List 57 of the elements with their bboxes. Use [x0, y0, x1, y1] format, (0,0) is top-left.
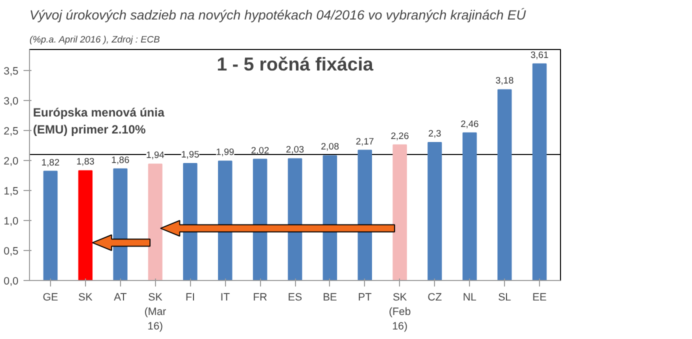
data-label: 1,82 [41, 157, 60, 168]
bar [288, 158, 302, 280]
chart-subtitle: (%p.a. April 2016 ), Zdroj : ECB [30, 34, 160, 44]
x-tick-label: FI [185, 292, 195, 304]
x-tick-label: CZ [428, 292, 442, 304]
bar [358, 150, 372, 280]
data-label: 1,94 [146, 150, 164, 160]
data-label: 1,99 [216, 147, 234, 158]
y-tick-label: 0,0 [4, 276, 19, 288]
x-tick-label: BE [322, 292, 338, 304]
x-tick-label: AT [114, 292, 128, 304]
data-label: 2,26 [390, 130, 409, 141]
bar [218, 160, 232, 280]
bar [322, 155, 338, 280]
x-tick-label: SK [78, 292, 93, 304]
x-tick-label: IT [220, 292, 230, 304]
data-label: 1,95 [181, 150, 200, 160]
bar [43, 170, 58, 280]
y-tick-label: 1,0 [4, 216, 19, 228]
x-tick-label: ES [288, 292, 302, 304]
y-tick-label: 0,5 [4, 246, 19, 258]
ref-line-label: Európska menová únia (EMU) primer 2.10% [32, 106, 165, 136]
x-tick-label: PT [358, 292, 372, 304]
bar [532, 63, 547, 280]
y-tick-label: 3,5 [4, 66, 19, 78]
y-tick-label: 3,0 [4, 96, 19, 108]
data-label: 2,17 [356, 136, 374, 146]
y-tick-label: 2,0 [4, 156, 19, 168]
chart-title: Vývoj úrokových sadzieb na nových hypotékach 04/2016 vo vybraných krajinách EÚ [30, 8, 526, 22]
y-tick-label: 1,5 [4, 186, 19, 198]
data-label: 3,18 [496, 76, 514, 86]
bar [428, 142, 442, 280]
x-tick-label: SK (Feb 16) [388, 292, 411, 332]
x-tick-label: GE [42, 292, 58, 304]
data-label: 2,46 [460, 118, 479, 129]
bar [392, 144, 407, 280]
data-label: 2,08 [320, 142, 340, 152]
x-tick-label: EE [532, 292, 547, 304]
x-tick-label: FR [252, 292, 268, 304]
x-tick-label: SK (Mar 16) [144, 292, 167, 332]
data-label: 2,02 [250, 145, 270, 156]
x-tick-label: SL [498, 292, 512, 304]
bar [183, 163, 198, 280]
annotation: 1 - 5 ročná fixácia [216, 54, 374, 74]
bar [148, 164, 162, 280]
data-label: 1,86 [111, 154, 130, 165]
x-tick-label: NL [462, 292, 477, 304]
bar [78, 170, 93, 280]
data-label: 2,3 [428, 128, 442, 138]
data-label: 1,83 [76, 156, 94, 167]
bar [113, 168, 128, 280]
data-label: 2,03 [286, 144, 304, 155]
bar [462, 132, 477, 280]
bar [252, 158, 268, 280]
bar [497, 89, 512, 280]
data-label: 3,61 [530, 50, 549, 60]
y-tick-label: 2,5 [4, 126, 19, 138]
